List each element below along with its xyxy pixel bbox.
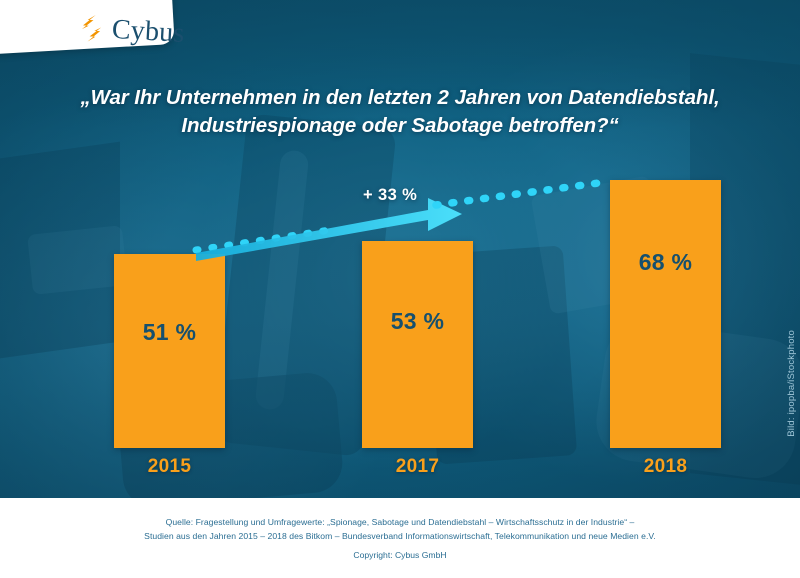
page-title-line-1: „War Ihr Unternehmen in den letzten 2 Ja… <box>80 86 720 109</box>
bar-year-2015: 2015 <box>147 456 192 477</box>
bar-2017 <box>362 241 473 448</box>
bar-2018 <box>610 180 721 448</box>
bar-year-2018: 2018 <box>643 456 688 477</box>
footer-source-line-2: Studien aus den Jahren 2015 – 2018 des B… <box>144 531 656 541</box>
bar-value-2017: 53 % <box>390 308 445 334</box>
bar-value-2015: 51 % <box>142 319 197 345</box>
bar-chart: 51 % 2015 53 % 2017 68 % 2018 <box>114 180 721 477</box>
footer: Quelle: Fragestellung und Umfragewerte: … <box>0 498 800 578</box>
bar-value-2018: 68 % <box>638 249 693 275</box>
page-title: „War Ihr Unternehmen in den letzten 2 Ja… <box>42 84 758 141</box>
footer-copyright: Copyright: Cybus GmbH <box>353 550 447 561</box>
page-title-line-2: Industriespionage oder Sabotage betroffe… <box>181 114 619 138</box>
trend-label: + 33 % <box>363 186 418 204</box>
logo[interactable]: Cybus <box>77 13 185 48</box>
cybus-bolt-icon <box>81 14 102 42</box>
bar-year-2017: 2017 <box>395 456 440 477</box>
footer-source-line-1: Quelle: Fragestellung und Umfragewerte: … <box>165 516 635 527</box>
image-credit: Bild: ipopba/iStockphoto <box>786 330 797 437</box>
bar-2015 <box>114 254 225 448</box>
